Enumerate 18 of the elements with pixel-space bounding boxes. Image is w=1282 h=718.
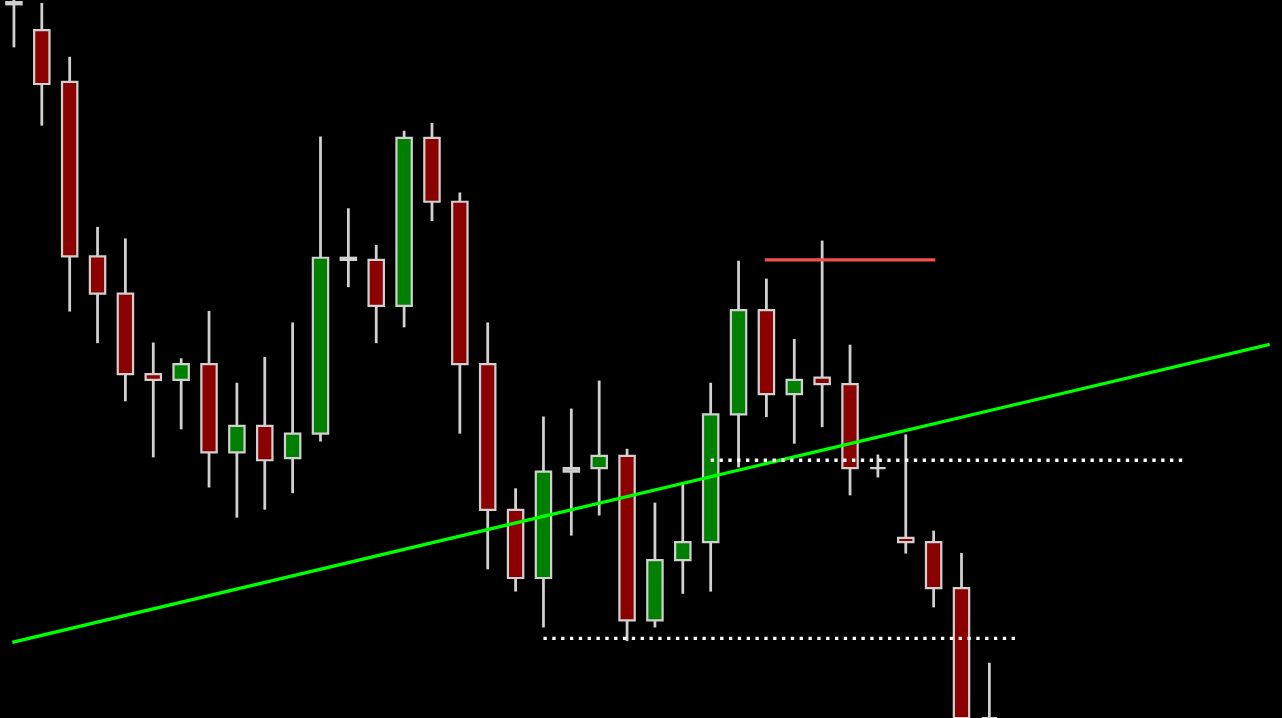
- candlestick: [674, 482, 692, 594]
- candlestick: [813, 240, 831, 428]
- candlestick: [339, 208, 358, 288]
- candlestick: [255, 356, 274, 510]
- candlestick: [172, 358, 190, 430]
- candlestick: [5, 0, 23, 48]
- candlestick: [785, 338, 804, 444]
- candlestick: [144, 342, 163, 458]
- candlestick: [896, 434, 915, 554]
- candlestick: [924, 530, 943, 608]
- candlestick: [228, 382, 246, 518]
- candlestick: [283, 322, 302, 494]
- candlestick: [88, 226, 107, 344]
- candlestick: [367, 244, 386, 344]
- candlestick: [562, 408, 581, 536]
- candlestick: [980, 662, 999, 718]
- candlestick: [869, 454, 887, 478]
- candlestick: [590, 380, 608, 516]
